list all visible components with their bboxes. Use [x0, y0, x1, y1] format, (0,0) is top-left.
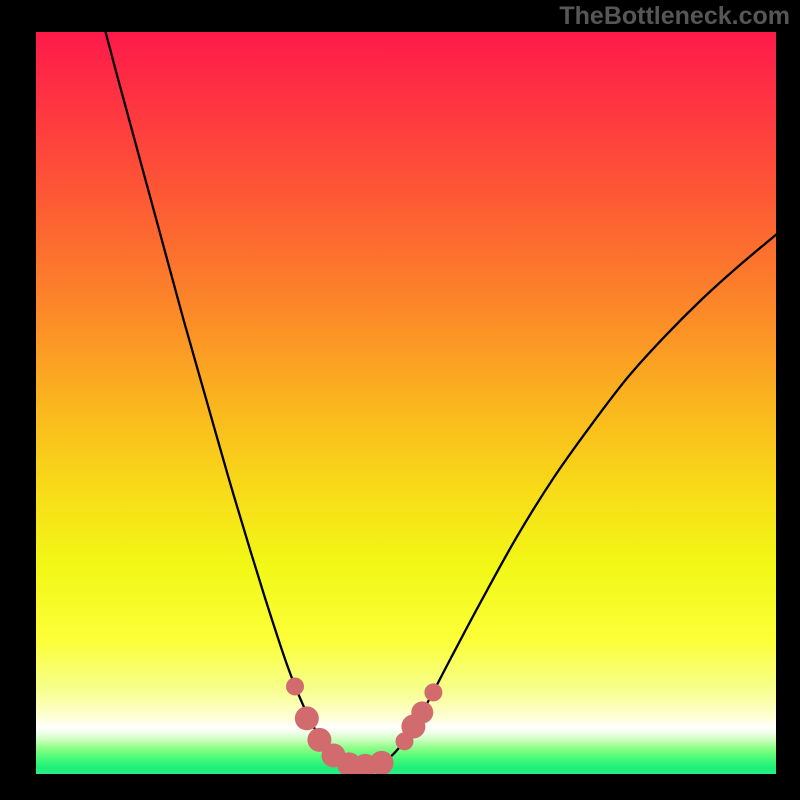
- data-marker: [370, 751, 394, 774]
- data-marker: [286, 677, 304, 695]
- plot-svg: [36, 32, 776, 774]
- data-marker: [411, 701, 433, 723]
- plot-background: [36, 32, 776, 774]
- watermark-text: TheBottleneck.com: [559, 2, 790, 31]
- data-marker: [424, 683, 442, 701]
- data-marker: [295, 706, 319, 730]
- plot-area: [36, 32, 776, 774]
